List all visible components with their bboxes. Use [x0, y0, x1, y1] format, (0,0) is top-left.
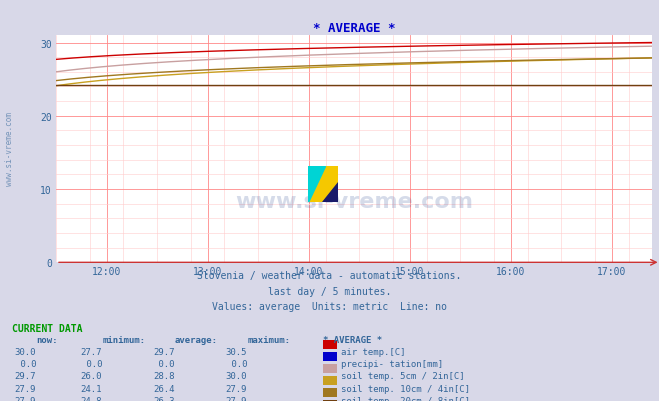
Text: precipi- tation[mm]: precipi- tation[mm] [341, 359, 444, 369]
Text: 24.8: 24.8 [80, 395, 102, 401]
Text: maximum:: maximum: [247, 335, 290, 344]
Text: 24.1: 24.1 [80, 383, 102, 393]
Text: 0.0: 0.0 [80, 359, 102, 369]
Text: 27.7: 27.7 [80, 347, 102, 356]
Text: 26.4: 26.4 [153, 383, 175, 393]
Text: 27.9: 27.9 [225, 395, 247, 401]
Title: * AVERAGE *: * AVERAGE * [313, 22, 395, 35]
Text: 29.7: 29.7 [153, 347, 175, 356]
Text: www.si-vreme.com: www.si-vreme.com [235, 192, 473, 211]
Text: 26.3: 26.3 [153, 395, 175, 401]
Text: minimum:: minimum: [102, 335, 145, 344]
Text: 0.0: 0.0 [225, 359, 247, 369]
Text: 26.0: 26.0 [80, 371, 102, 381]
Text: air temp.[C]: air temp.[C] [341, 347, 406, 356]
Text: 28.8: 28.8 [153, 371, 175, 381]
Text: 0.0: 0.0 [14, 359, 36, 369]
Text: 27.9: 27.9 [225, 383, 247, 393]
Text: Values: average  Units: metric  Line: no: Values: average Units: metric Line: no [212, 301, 447, 311]
Text: 27.9: 27.9 [14, 383, 36, 393]
Text: soil temp. 5cm / 2in[C]: soil temp. 5cm / 2in[C] [341, 371, 465, 381]
Text: soil temp. 10cm / 4in[C]: soil temp. 10cm / 4in[C] [341, 383, 471, 393]
Text: 27.9: 27.9 [14, 395, 36, 401]
Text: CURRENT DATA: CURRENT DATA [12, 323, 82, 333]
Text: www.si-vreme.com: www.si-vreme.com [5, 111, 14, 185]
Text: 0.0: 0.0 [153, 359, 175, 369]
Text: 30.0: 30.0 [14, 347, 36, 356]
Text: last day / 5 minutes.: last day / 5 minutes. [268, 286, 391, 296]
Polygon shape [308, 166, 325, 203]
Text: soil temp. 20cm / 8in[C]: soil temp. 20cm / 8in[C] [341, 395, 471, 401]
Text: Slovenia / weather data - automatic stations.: Slovenia / weather data - automatic stat… [197, 271, 462, 281]
Polygon shape [322, 183, 338, 203]
Text: * AVERAGE *: * AVERAGE * [323, 335, 382, 344]
Text: 29.7: 29.7 [14, 371, 36, 381]
Text: average:: average: [175, 335, 217, 344]
Text: now:: now: [36, 335, 58, 344]
Text: 30.5: 30.5 [225, 347, 247, 356]
Text: 30.0: 30.0 [225, 371, 247, 381]
